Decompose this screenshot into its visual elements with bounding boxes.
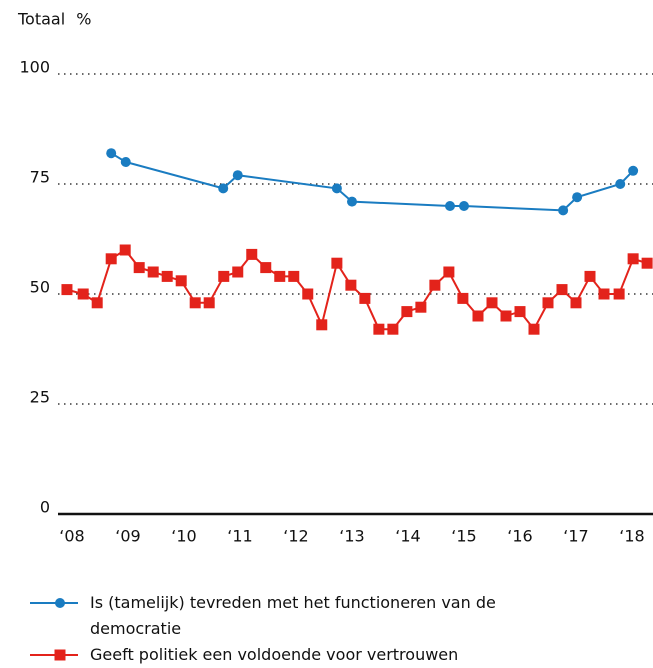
marker <box>457 292 469 304</box>
x-tick-label: ‘11 <box>227 527 252 546</box>
marker <box>387 323 399 335</box>
marker <box>615 179 626 189</box>
marker <box>401 306 413 318</box>
marker <box>189 297 201 309</box>
series-line <box>110 152 634 212</box>
marker <box>558 205 569 216</box>
marker <box>572 192 583 203</box>
marker <box>106 148 117 159</box>
marker <box>359 292 371 304</box>
marker <box>120 157 131 167</box>
marker <box>347 196 357 207</box>
x-tick-label: ‘14 <box>395 527 420 546</box>
marker <box>542 297 554 309</box>
marker <box>584 270 596 282</box>
legend-label: Geeft politiek een voldoende voor vertro… <box>90 645 459 664</box>
x-tick-label: ‘15 <box>451 527 476 546</box>
marker <box>55 598 65 608</box>
x-tick-label: ‘13 <box>339 527 364 546</box>
marker <box>91 297 103 309</box>
marker <box>302 288 314 300</box>
y-tick-label: 25 <box>30 388 50 407</box>
y-tick-label: 75 <box>30 168 50 187</box>
legend: Is (tamelijk) tevreden met het functione… <box>30 590 630 668</box>
marker <box>119 244 131 256</box>
marker <box>598 288 610 300</box>
marker <box>627 253 639 265</box>
y-tick-label: 0 <box>40 498 50 517</box>
marker <box>61 284 73 296</box>
marker <box>133 262 145 274</box>
marker <box>500 310 512 322</box>
y-tick-label: 100 <box>19 58 50 77</box>
x-tick-label: ‘18 <box>619 527 644 546</box>
marker <box>218 183 229 194</box>
marker <box>628 165 639 176</box>
marker <box>570 297 582 309</box>
marker <box>486 297 498 309</box>
x-tick-label: ‘10 <box>171 527 196 546</box>
marker <box>218 270 230 282</box>
marker <box>459 201 469 211</box>
marker <box>147 266 159 278</box>
marker <box>528 323 540 335</box>
marker <box>246 248 258 260</box>
legend-symbol <box>30 649 78 661</box>
x-tick-label: ‘12 <box>283 527 308 546</box>
marker <box>445 201 455 211</box>
legend-item: Geeft politiek een voldoende voor vertro… <box>30 642 630 668</box>
marker <box>429 279 441 291</box>
marker <box>641 257 653 269</box>
y-axis-title: Totaal % <box>17 10 91 29</box>
marker <box>556 284 568 296</box>
y-tick-label: 50 <box>30 278 50 297</box>
marker <box>415 301 427 313</box>
marker <box>472 310 484 322</box>
marker <box>316 319 328 331</box>
marker <box>331 257 343 269</box>
x-tick-label: ‘08 <box>59 527 84 546</box>
marker <box>161 270 173 282</box>
marker <box>345 279 357 291</box>
marker <box>331 183 342 194</box>
marker <box>443 266 455 278</box>
marker <box>613 288 625 300</box>
marker <box>232 266 244 278</box>
marker <box>77 288 89 300</box>
legend-item: Is (tamelijk) tevreden met het functione… <box>30 590 630 642</box>
marker <box>373 323 385 335</box>
chart: Totaal % 0 25 50 75 100 ‘08 ‘09 ‘10 ‘11 ‘12 ‘13 ‘14… <box>17 10 653 546</box>
x-tick-label: ‘09 <box>115 527 140 546</box>
legend-label: Is (tamelijk) tevreden met het functione… <box>90 593 496 638</box>
marker <box>274 270 286 282</box>
marker <box>514 306 526 318</box>
marker <box>260 262 272 274</box>
x-tick-label: ‘17 <box>563 527 588 546</box>
marker <box>54 649 66 661</box>
marker <box>232 170 243 181</box>
marker <box>105 253 117 265</box>
marker <box>203 297 215 309</box>
x-tick-label: ‘16 <box>507 527 532 546</box>
marker <box>288 270 300 282</box>
legend-symbol <box>30 598 78 608</box>
marker <box>175 275 187 287</box>
